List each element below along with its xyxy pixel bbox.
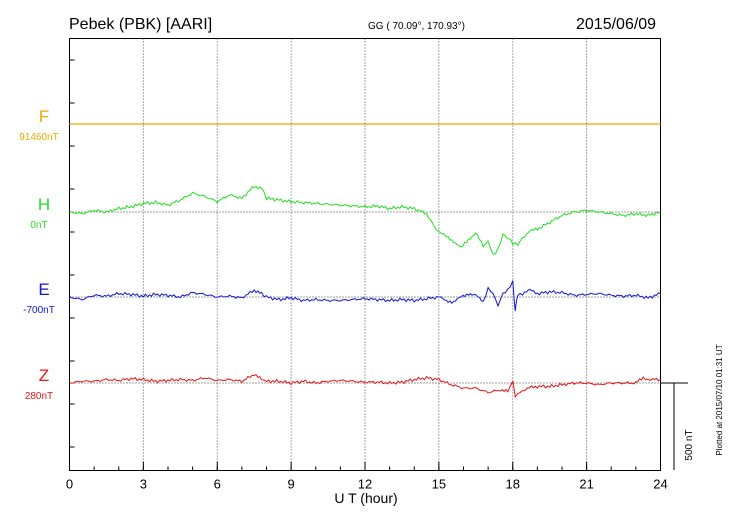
x-tick-label: 15	[432, 477, 446, 492]
baseline-value-F: 91460nT	[19, 132, 58, 143]
scale-bar: 500 nT	[660, 382, 695, 470]
plotted-timestamp: Plotted at 2015/07/10 01:31 UT	[715, 344, 724, 455]
series-lines	[69, 123, 661, 399]
channel-labels: F 91460nT H 0nT E -700nT Z 280nT	[19, 107, 58, 402]
x-tick-label: 21	[579, 477, 593, 492]
x-tick-label: 12	[358, 477, 372, 492]
channel-name-H: H	[38, 195, 50, 214]
x-tick-label: 24	[653, 477, 667, 492]
scale-bar-label: 500 nT	[684, 429, 695, 460]
baseline-value-Z: 280nT	[25, 391, 53, 402]
grid-lines	[142, 38, 588, 471]
x-tick-label: 18	[506, 477, 520, 492]
baseline-value-E: -700nT	[23, 305, 55, 316]
x-axis-label: U T (hour)	[334, 490, 397, 506]
x-tick-label: 3	[140, 477, 147, 492]
channel-name-F: F	[39, 107, 49, 126]
channel-name-E: E	[38, 280, 49, 299]
x-tick-label: 0	[66, 477, 73, 492]
series-line-Z	[69, 373, 661, 399]
series-line-E	[69, 280, 661, 312]
chart-title: Pebek (PBK) [AARI]	[69, 16, 212, 33]
x-tick-label: 6	[214, 477, 221, 492]
baselines	[69, 123, 661, 384]
station-coordinates: GG ( 70.09°, 170.93°)	[368, 21, 465, 32]
channel-name-Z: Z	[39, 366, 49, 385]
chart-date: 2015/06/09	[576, 16, 656, 33]
axis-ticks: 0 3 6 9 12 15 18 21 24	[66, 59, 668, 492]
series-line-H	[69, 185, 661, 255]
x-tick-label: 9	[288, 477, 295, 492]
baseline-value-H: 0nT	[30, 220, 47, 231]
